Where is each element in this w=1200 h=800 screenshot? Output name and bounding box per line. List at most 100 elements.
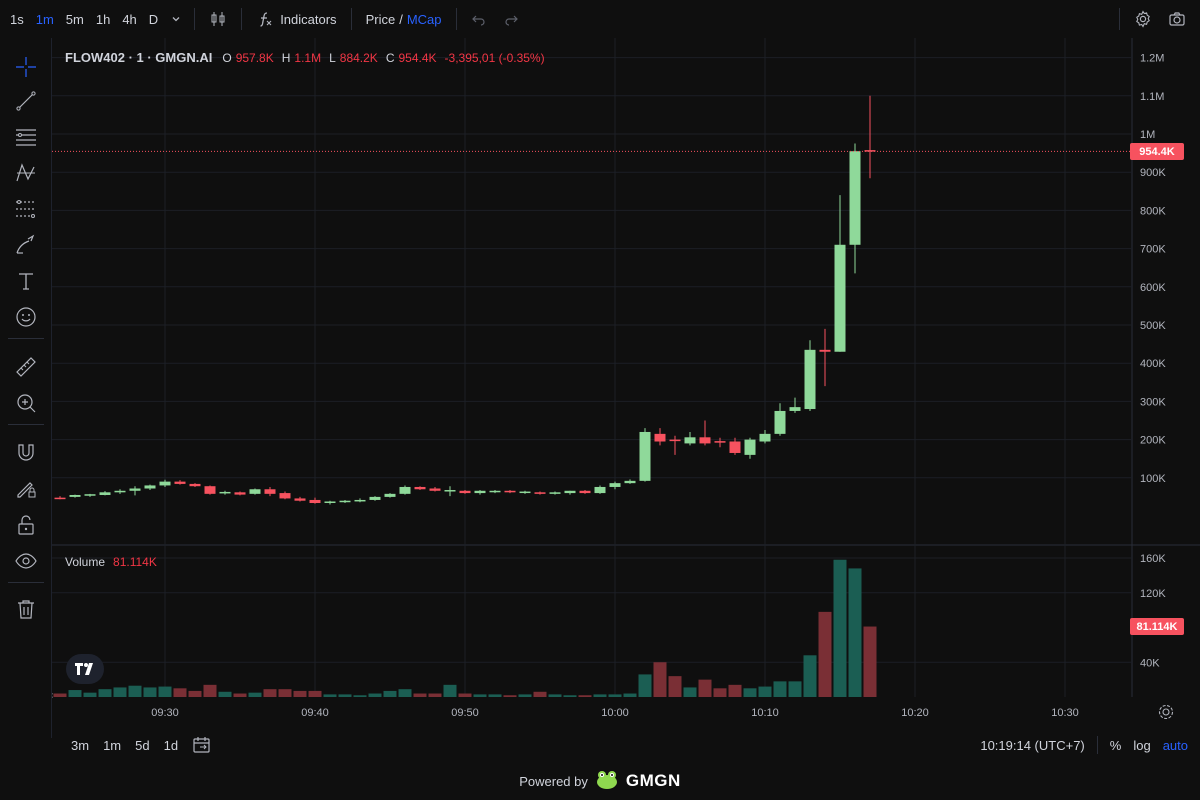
volume-bar (488, 694, 502, 697)
volume-bar (533, 691, 547, 697)
volume-bar (443, 684, 457, 697)
time-axis: 09:30 09:40 09:50 10:00 10:10 10:20 10:30 ‹ (50, 690, 1174, 720)
brush-icon[interactable] (11, 230, 41, 260)
close-value: 954.4K (398, 50, 437, 65)
toolbar-divider (241, 8, 243, 30)
text-icon[interactable] (11, 266, 41, 296)
timeframe-5m[interactable]: 5m (65, 11, 84, 27)
volume-bar (833, 559, 847, 697)
ohlc-legend: FLOW402 · 1 · GMGN.AI O 957.8K H 1.1M L 884… (65, 50, 549, 65)
open-value: 957.8K (235, 50, 274, 65)
range-1d[interactable]: 1d (163, 737, 179, 753)
candle-body (624, 480, 636, 484)
crosshair-icon[interactable] (11, 52, 41, 82)
volume-bar (113, 687, 127, 697)
price-axis: 1.2M 1.1M 1M 900K 800K 700K 600K 500K 400K 300K 20… (1140, 53, 1166, 485)
volume-bar (278, 689, 292, 697)
current-price-tag: 954.4K (1130, 143, 1184, 160)
axis-settings-icon (1158, 704, 1174, 720)
toolbar-divider (350, 8, 352, 30)
tradingview-logo-icon[interactable] (66, 654, 104, 684)
price-label: Price (365, 11, 396, 27)
volume-bar (608, 694, 622, 697)
candle-body (579, 490, 591, 494)
ruler-icon[interactable] (11, 352, 41, 382)
trend-line-icon[interactable] (11, 86, 41, 116)
timeframe-1s[interactable]: 1s (10, 11, 24, 27)
volume-bar (98, 689, 112, 697)
candle-body (144, 485, 156, 489)
volume-bar (248, 692, 262, 697)
percent-scale-toggle[interactable]: % (1109, 737, 1122, 753)
price-axis-label: 1M (1140, 129, 1155, 141)
candle-body (384, 493, 396, 497)
high-value: 1.1M (294, 50, 322, 65)
indicators-button[interactable]: Indicators (248, 0, 344, 38)
volume-bar (653, 662, 667, 697)
clock-display[interactable]: 10:19:14 (UTC+7) (980, 737, 1085, 753)
volume-bar (593, 694, 607, 697)
candle-body (594, 486, 606, 494)
gmgn-brand: GMGN (625, 771, 681, 790)
candlestick-chart[interactable]: 1.2M 1.1M 1M 900K 800K 700K 600K 500K 400K 300K 20… (50, 38, 1200, 730)
candlestick-type-icon[interactable] (201, 0, 235, 38)
candle-body (684, 437, 696, 444)
chevron-down-icon[interactable] (164, 0, 188, 38)
emoji-icon[interactable] (11, 302, 41, 332)
volume-bar (188, 690, 202, 697)
range-3m[interactable]: 3m (71, 737, 90, 753)
volume-bar (128, 685, 142, 697)
candle-body (354, 499, 366, 502)
redo-icon[interactable] (495, 0, 527, 38)
candle-body (489, 490, 501, 493)
log-scale-toggle[interactable]: log (1133, 737, 1151, 753)
candle-body (714, 441, 726, 443)
bottom-toolbar: 3m 1m 5d 1d 10:19:14 (UTC+7) % log auto (0, 730, 1200, 760)
price-axis-label: 1.2M (1140, 53, 1164, 65)
volume-bar (68, 690, 82, 697)
range-1m[interactable]: 1m (103, 737, 122, 753)
candle-body (759, 433, 771, 442)
candle-body (309, 499, 321, 504)
candle-body (84, 494, 96, 496)
candle-body (69, 494, 81, 497)
timeframe-D[interactable]: D (148, 11, 159, 27)
calendar-range-icon[interactable] (185, 736, 219, 754)
settings-gear-icon[interactable] (1126, 0, 1160, 38)
volume-bar (203, 684, 217, 697)
trash-icon[interactable] (11, 594, 41, 624)
price-axis-label: 400K (1140, 358, 1166, 370)
candle-body (744, 439, 756, 455)
auto-scale-toggle[interactable]: auto (1162, 737, 1188, 753)
fib-retracement-icon[interactable] (11, 194, 41, 224)
camera-icon[interactable] (1160, 0, 1194, 38)
eye-icon[interactable] (11, 546, 41, 576)
timeframe-4h[interactable]: 4h (122, 11, 137, 27)
time-axis-label: 10:30 (1051, 707, 1079, 719)
chart-area[interactable]: 1.2M 1.1M 1M 900K 800K 700K 600K 500K 400K 300K 20… (50, 38, 1200, 730)
magnet-icon[interactable] (11, 438, 41, 468)
time-axis-label: 10:00 (601, 707, 629, 719)
low-value: 884.2K (339, 50, 378, 65)
horizontal-lines-icon[interactable] (11, 122, 41, 152)
tool-divider (8, 338, 44, 339)
volume-axis-label: 40K (1140, 657, 1160, 669)
time-axis-label: 09:30 (151, 707, 179, 719)
volume-axis-label: 120K (1140, 588, 1166, 600)
pattern-icon[interactable] (11, 158, 41, 188)
candle-body (564, 490, 576, 494)
volume-bar (683, 687, 697, 697)
volume-bar (773, 681, 787, 697)
zoom-in-icon[interactable] (11, 388, 41, 418)
undo-icon[interactable] (463, 0, 495, 38)
range-5d[interactable]: 5d (135, 737, 150, 753)
volume-bar (143, 687, 157, 697)
unlock-icon[interactable] (11, 510, 41, 540)
symbol-title[interactable]: FLOW402 · 1 · GMGN.AI (65, 50, 213, 65)
timeframe-1m[interactable]: 1m (35, 11, 54, 27)
timeframe-1h[interactable]: 1h (95, 11, 111, 27)
lock-drawing-pencil-icon[interactable] (11, 474, 41, 504)
volume-bar (368, 693, 382, 697)
bottom-divider (1096, 736, 1098, 754)
price-mcap-toggle[interactable]: Price / MCap (358, 0, 450, 38)
